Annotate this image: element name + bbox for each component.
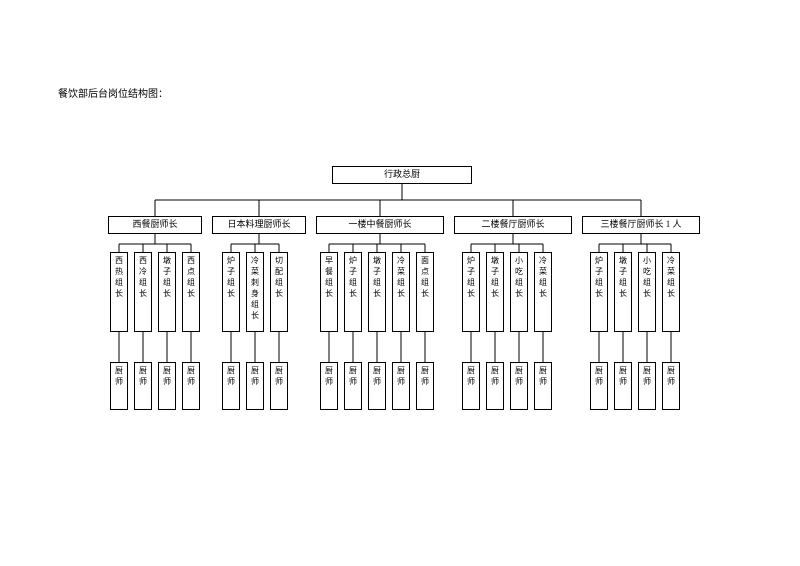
- level2-node: 西餐厨师长: [108, 216, 202, 234]
- level4-node: 厨师: [222, 362, 240, 410]
- level4-node: 厨师: [320, 362, 338, 410]
- level3-node: 冷菜刺身组长: [246, 252, 264, 332]
- level4-node: 厨师: [534, 362, 552, 410]
- level2-node: 一楼中餐厨师长: [316, 216, 444, 234]
- level4-node: 厨师: [246, 362, 264, 410]
- level3-node: 墩子组长: [158, 252, 176, 332]
- level4-node: 厨师: [182, 362, 200, 410]
- level3-node: 炉子组长: [462, 252, 480, 332]
- level4-node: 厨师: [344, 362, 362, 410]
- level3-node: 墩子组长: [614, 252, 632, 332]
- level3-node: 炉子组长: [344, 252, 362, 332]
- level4-node: 厨师: [662, 362, 680, 410]
- level4-node: 厨师: [134, 362, 152, 410]
- level4-node: 厨师: [462, 362, 480, 410]
- level3-node: 西冷组长: [134, 252, 152, 332]
- level4-node: 厨师: [416, 362, 434, 410]
- level4-node: 厨师: [590, 362, 608, 410]
- page-title: 餐饮部后台岗位结构图：: [58, 85, 168, 100]
- level4-node: 厨师: [270, 362, 288, 410]
- level3-node: 面点组长: [416, 252, 434, 332]
- level3-node: 冷菜组长: [392, 252, 410, 332]
- level2-node: 日本料理厨师长: [212, 216, 306, 234]
- root-node: 行政总厨: [332, 166, 472, 184]
- level4-node: 厨师: [158, 362, 176, 410]
- level3-node: 炉子组长: [590, 252, 608, 332]
- level4-node: 厨师: [510, 362, 528, 410]
- level3-node: 冷菜组长: [662, 252, 680, 332]
- level3-node: 西点组长: [182, 252, 200, 332]
- level4-node: 厨师: [638, 362, 656, 410]
- level3-node: 西热组长: [110, 252, 128, 332]
- level4-node: 厨师: [614, 362, 632, 410]
- level2-node: 二楼餐厅厨师长: [454, 216, 572, 234]
- level3-node: 小吃组长: [510, 252, 528, 332]
- level3-node: 冷菜组长: [534, 252, 552, 332]
- level3-node: 墩子组长: [486, 252, 504, 332]
- level3-node: 炉子组长: [222, 252, 240, 332]
- level4-node: 厨师: [486, 362, 504, 410]
- level3-node: 小吃组长: [638, 252, 656, 332]
- level2-node: 三楼餐厅厨师长 1 人: [582, 216, 700, 234]
- level4-node: 厨师: [110, 362, 128, 410]
- level3-node: 墩子组长: [368, 252, 386, 332]
- level3-node: 切配组长: [270, 252, 288, 332]
- level4-node: 厨师: [368, 362, 386, 410]
- level4-node: 厨师: [392, 362, 410, 410]
- level3-node: 早餐组长: [320, 252, 338, 332]
